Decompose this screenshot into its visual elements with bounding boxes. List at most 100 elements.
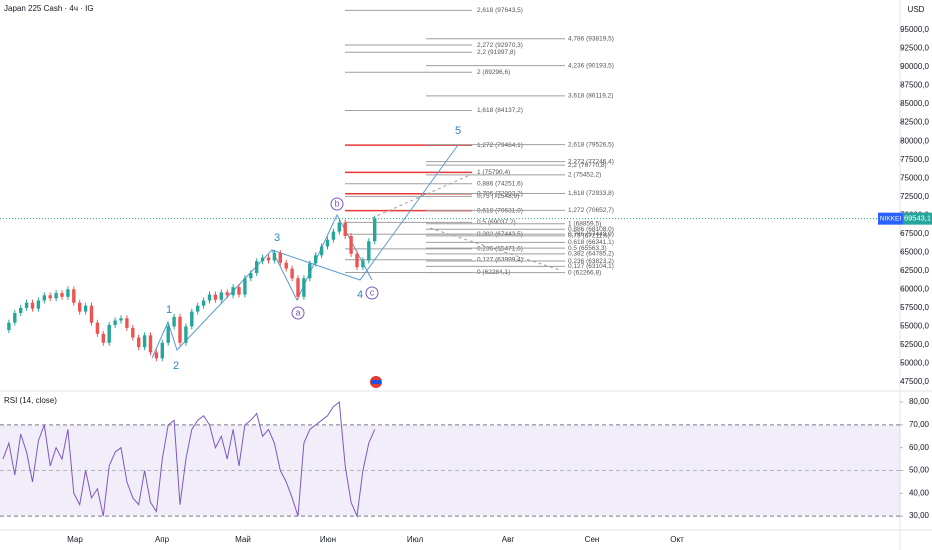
candle [201, 300, 206, 306]
y-tick-label: 82500,0 [900, 118, 929, 127]
fib-label: 2,618 (79526,5) [568, 141, 614, 148]
candle [367, 241, 371, 261]
candle [266, 257, 271, 261]
wave-label: 2 [173, 360, 179, 372]
wave-label: 5 [455, 125, 461, 137]
candle [331, 231, 336, 240]
wave-circle [291, 306, 305, 320]
fib-label: 0,236 (65471,6) [477, 246, 523, 253]
event-icon-flag [371, 380, 381, 384]
candle [142, 335, 147, 348]
candle [272, 253, 277, 261]
y-tick-label: 90000,0 [900, 62, 929, 71]
candle [260, 257, 265, 262]
fib-label: 1 (68859,5) [568, 220, 601, 227]
last-price-bg [903, 212, 932, 225]
fib-label: 2 (75452,2) [568, 172, 601, 179]
fib-label: 2,272 (92970,3) [477, 42, 523, 49]
candle [196, 305, 200, 312]
candle [314, 255, 318, 264]
candle [343, 222, 347, 237]
candle [166, 326, 170, 343]
candle [60, 293, 64, 297]
x-tick-label: Апр [155, 535, 170, 544]
symbol-tag: NIKKEI [880, 215, 902, 222]
candle [78, 302, 82, 312]
candle [66, 289, 70, 297]
fib-label: 4,236 (90193,5) [568, 62, 614, 69]
fib-label: 1,618 (84137,2) [477, 107, 523, 114]
fib-label: 0,382 (64785,2) [568, 251, 614, 258]
candle [296, 278, 300, 297]
candle [113, 320, 117, 325]
y-tick-label: 67500,0 [900, 229, 929, 238]
y-tick-label: 50000,0 [900, 359, 929, 368]
wave-label: 1 [166, 304, 172, 316]
y-tick-label: 72500,0 [900, 192, 929, 201]
y-tick-label: 92500,0 [900, 44, 929, 53]
y-tick-label: 80000,0 [900, 136, 929, 145]
y-tick-label: 95000,0 [900, 25, 929, 34]
candle [7, 322, 11, 331]
fib-label: 0,886 (74251,6) [477, 180, 523, 187]
y-tick-label: 60,00 [909, 443, 930, 452]
fib-label: 1,618 (72933,8) [568, 190, 614, 197]
candle [131, 327, 135, 338]
y-tick-label: 55000,0 [900, 322, 929, 331]
x-tick-label: Июн [320, 535, 336, 544]
wave-line [151, 144, 459, 359]
candle [89, 305, 94, 323]
y-tick-label: 77500,0 [900, 155, 929, 164]
candle [302, 278, 306, 297]
candle [95, 322, 100, 334]
candle [290, 268, 294, 279]
candle [154, 352, 159, 359]
candle [355, 253, 359, 268]
fib-label: 1 (75790,4) [477, 169, 510, 176]
fib-label: 1,272 (70652,7) [568, 207, 614, 214]
candle [125, 318, 129, 328]
fib-label: 0,127 (63999,4) [477, 256, 523, 263]
candle [361, 260, 365, 268]
fib-label: 0,75 (72548,9) [477, 193, 519, 200]
x-tick-label: Июл [407, 535, 424, 544]
candle [373, 218, 377, 242]
fib-label: 0,75 (67211,6) [568, 233, 610, 240]
x-tick-label: Сен [585, 535, 600, 544]
y-tick-label: 47500,0 [900, 377, 929, 386]
candle [255, 261, 259, 274]
x-tick-label: Мар [67, 535, 83, 544]
candle [24, 302, 29, 308]
candle [148, 335, 153, 353]
fib-label: 0 (62266,8) [568, 269, 601, 276]
rsi-title: RSI (14, close) [4, 396, 57, 405]
candle [54, 293, 58, 299]
fib-label: 2,272 (77246,4) [568, 158, 614, 165]
x-tick-label: Окт [670, 535, 684, 544]
fib-label: 3,618 (86119,2) [568, 93, 613, 100]
fib-label: 1,272 (79464,1) [477, 142, 523, 149]
fib-label: 0,236 (63823,2) [568, 258, 614, 265]
candle [249, 273, 253, 279]
candle [284, 262, 288, 269]
candle [72, 289, 76, 303]
wave-circle [330, 197, 344, 211]
y-tick-label: 85000,0 [900, 99, 929, 108]
candle [231, 287, 235, 296]
candle [19, 307, 23, 314]
candle [172, 316, 176, 327]
candle [83, 305, 88, 312]
price-axis-bg [900, 0, 932, 550]
candle [42, 295, 46, 301]
candle [101, 333, 105, 343]
y-tick-label: 65000,0 [900, 247, 929, 256]
y-tick-label: 60000,0 [900, 284, 929, 293]
y-tick-label: 87500,0 [900, 81, 929, 90]
candle [337, 222, 341, 232]
last-price-label: 69543,1 [904, 214, 931, 223]
fib-label: 2 (89296,6) [477, 69, 510, 76]
wave-label: a [295, 307, 300, 317]
fib-label: 0,886 (68108,0) [568, 226, 614, 233]
candle [243, 278, 247, 295]
candle [278, 253, 282, 263]
